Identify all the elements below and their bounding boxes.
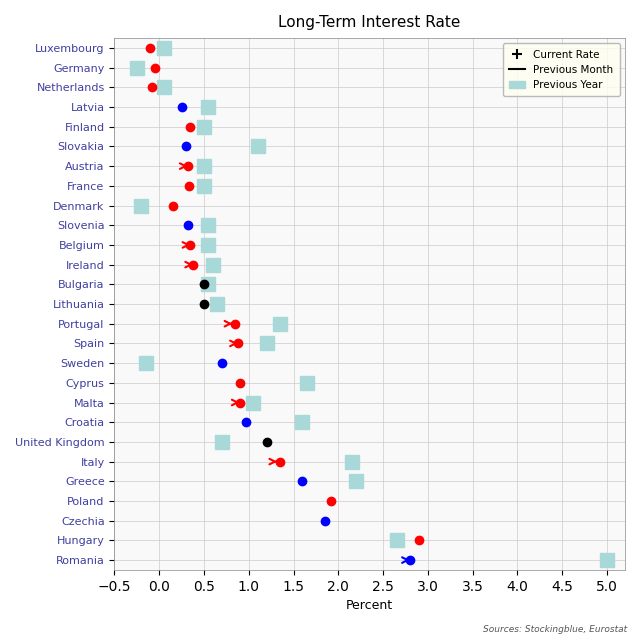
Legend: Current Rate, Previous Month, Previous Year: Current Rate, Previous Month, Previous Y… bbox=[503, 44, 620, 96]
Text: Sources: Stockingblue, Eurostat: Sources: Stockingblue, Eurostat bbox=[483, 625, 627, 634]
Title: Long-Term Interest Rate: Long-Term Interest Rate bbox=[278, 15, 461, 30]
X-axis label: Percent: Percent bbox=[346, 599, 393, 612]
